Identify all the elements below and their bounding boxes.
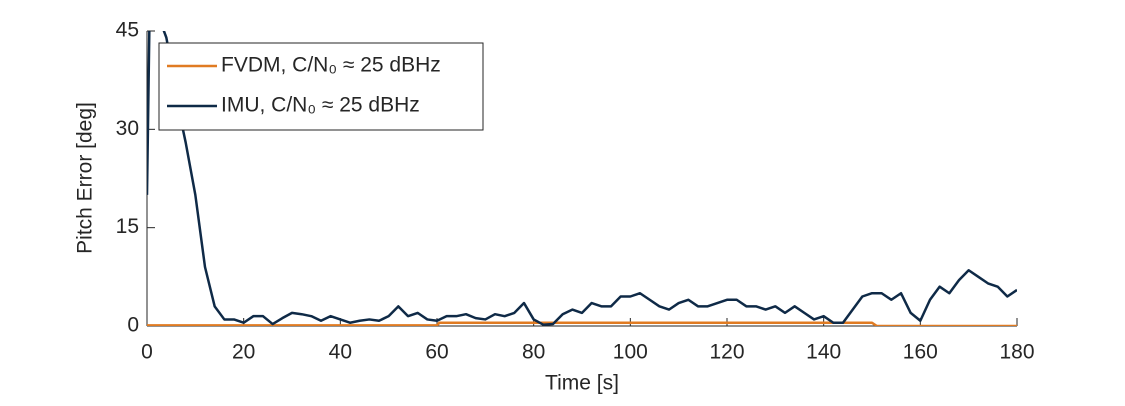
x-tick-label: 0 [141, 341, 153, 364]
y-axis-label: Pitch Error [deg] [74, 102, 97, 254]
plot-area [147, 31, 1017, 326]
x-tick-label: 180 [999, 341, 1034, 364]
x-tick-label: 20 [232, 341, 255, 364]
x-tick-label: 40 [329, 341, 352, 364]
x-tick-label: 100 [613, 341, 648, 364]
legend-label: FVDM, C/N₀ ≈ 25 dBHz [221, 54, 441, 77]
legend-label: IMU, C/N₀ ≈ 25 dBHz [221, 94, 420, 117]
x-tick-label: 60 [425, 341, 448, 364]
x-tick-label: 160 [903, 341, 938, 364]
x-axis-label: Time [s] [545, 372, 619, 395]
series-line [147, 31, 1017, 326]
y-tick-label: 30 [116, 117, 139, 140]
y-tick-label: 45 [116, 19, 139, 42]
legend-box [158, 42, 484, 131]
y-tick-label: 15 [116, 215, 139, 238]
x-tick-label: 140 [806, 341, 841, 364]
x-tick-label: 120 [709, 341, 744, 364]
x-tick-label: 80 [522, 341, 545, 364]
y-tick-label: 0 [127, 314, 139, 337]
series-line [147, 321, 1017, 326]
